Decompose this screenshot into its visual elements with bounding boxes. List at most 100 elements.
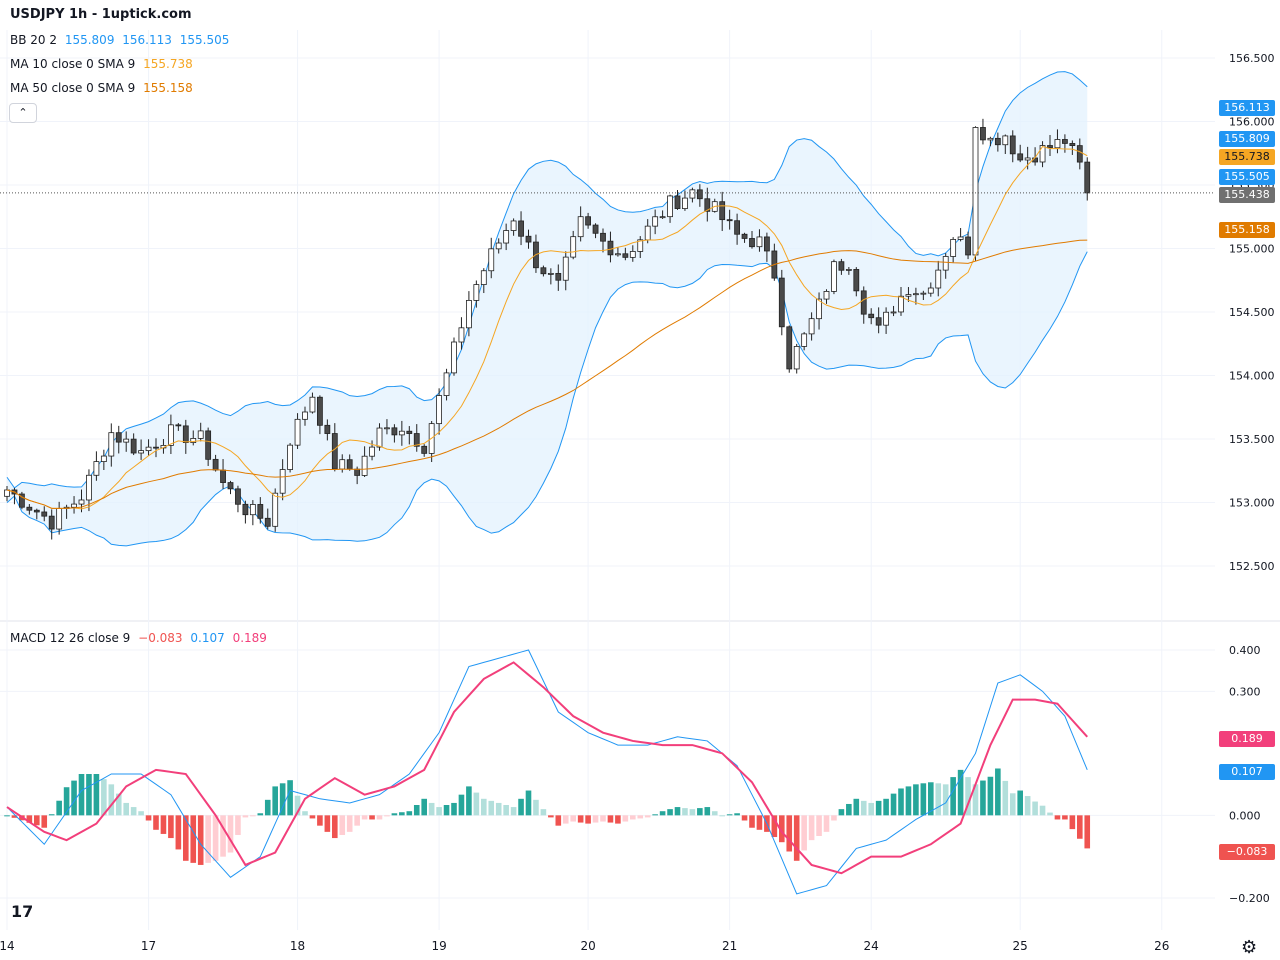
candle bbox=[898, 287, 904, 316]
macd-histogram-bar bbox=[101, 779, 107, 816]
macd-histogram-bar bbox=[250, 815, 256, 817]
candle bbox=[451, 337, 457, 376]
candle bbox=[182, 419, 189, 454]
candle bbox=[622, 247, 629, 261]
macd-histogram-bar bbox=[533, 799, 539, 816]
macd-histogram-bar bbox=[816, 815, 822, 836]
candle bbox=[518, 211, 524, 246]
candle bbox=[965, 231, 971, 260]
candle-body bbox=[130, 438, 137, 454]
macd-histogram-bar bbox=[227, 815, 234, 853]
candle-body bbox=[577, 216, 584, 238]
candle-body bbox=[853, 269, 860, 292]
macd-histogram-bar bbox=[93, 774, 100, 816]
candle-body bbox=[48, 515, 55, 530]
macd-histogram-bar bbox=[704, 807, 711, 816]
macd-histogram-bar bbox=[540, 809, 547, 816]
macd-histogram-bar bbox=[4, 815, 10, 817]
candle bbox=[838, 258, 845, 275]
ma50-badge: 155.158 bbox=[1219, 222, 1275, 238]
macd-histogram-bar bbox=[220, 815, 226, 857]
price-tick-label: 152.500 bbox=[1229, 560, 1275, 573]
candle bbox=[249, 500, 256, 526]
candle bbox=[942, 253, 949, 279]
ma10-badge: 155.738 bbox=[1219, 149, 1275, 165]
bb-legend[interactable]: BB 20 2 155.809 156.113 155.505 bbox=[10, 32, 233, 48]
candle bbox=[1009, 130, 1016, 163]
candle bbox=[778, 269, 785, 336]
macd-histogram-bar bbox=[689, 809, 696, 816]
candle-body bbox=[495, 242, 502, 250]
macd-histogram-bar bbox=[674, 807, 681, 816]
candle-body bbox=[808, 318, 815, 335]
candle-body bbox=[637, 239, 644, 252]
candle bbox=[1084, 157, 1091, 201]
candle bbox=[704, 187, 711, 222]
macd-histogram-bar bbox=[34, 815, 40, 826]
candle-body bbox=[987, 137, 994, 141]
last-price-badge: 155.438 bbox=[1219, 187, 1275, 203]
candle-body bbox=[138, 450, 145, 454]
macd-histogram-bar bbox=[898, 788, 904, 816]
candle bbox=[26, 504, 33, 515]
candle-body bbox=[696, 189, 703, 200]
candle-body bbox=[816, 298, 822, 320]
candle bbox=[406, 426, 413, 445]
candle bbox=[391, 424, 398, 443]
macd-histogram-bar bbox=[555, 815, 562, 826]
legend-collapse-button[interactable]: ⌃ bbox=[9, 103, 37, 123]
macd-histogram-bar bbox=[63, 787, 70, 816]
macd-histogram-bar bbox=[339, 815, 346, 835]
macd-histogram-bar bbox=[123, 802, 129, 816]
macd-histogram-bar bbox=[145, 815, 152, 821]
macd-histogram-bar bbox=[741, 815, 748, 821]
candle bbox=[592, 223, 599, 239]
macd-legend[interactable]: MACD 12 26 close 9 −0.083 0.107 0.189 bbox=[10, 630, 271, 646]
macd-histogram-bar bbox=[585, 815, 591, 824]
candle bbox=[443, 368, 450, 401]
ma50-legend[interactable]: MA 50 close 0 SMA 9 155.158 bbox=[10, 80, 197, 96]
macd-histogram-bar bbox=[1077, 815, 1083, 839]
macd-histogram-bar bbox=[473, 792, 480, 816]
candle-body bbox=[518, 220, 524, 237]
tradingview-logo[interactable]: 17 bbox=[11, 902, 33, 921]
candle bbox=[734, 213, 740, 245]
candle-body bbox=[659, 216, 666, 219]
gear-icon[interactable]: ⚙ bbox=[1241, 937, 1258, 958]
candle bbox=[913, 287, 919, 305]
macd-histogram-bar bbox=[302, 811, 308, 816]
macd-histogram-bar bbox=[734, 813, 740, 816]
macd-histogram-bar bbox=[1069, 815, 1076, 830]
candle-body bbox=[845, 269, 852, 271]
macd-histogram-bar bbox=[324, 815, 331, 832]
macd-histogram-bar bbox=[525, 790, 532, 816]
price-tick-label: 154.000 bbox=[1229, 370, 1275, 383]
ma10-legend[interactable]: MA 10 close 0 SMA 9 155.738 bbox=[10, 56, 197, 72]
macd-histogram-bar bbox=[1062, 815, 1068, 820]
candle-body bbox=[719, 201, 726, 221]
candle-body bbox=[115, 432, 122, 443]
candle bbox=[607, 231, 614, 263]
candle-body bbox=[898, 295, 904, 313]
candle bbox=[994, 132, 1001, 152]
candle-body bbox=[778, 277, 785, 328]
candle bbox=[823, 289, 830, 304]
candle bbox=[674, 190, 681, 210]
candle-body bbox=[667, 195, 673, 218]
candle bbox=[629, 245, 636, 262]
candle-body bbox=[406, 430, 413, 434]
candle-body bbox=[1069, 143, 1076, 146]
candle bbox=[33, 508, 40, 520]
candle-body bbox=[838, 261, 845, 271]
macd-histogram-bar bbox=[875, 800, 882, 816]
candle bbox=[503, 223, 510, 251]
candle bbox=[957, 228, 964, 242]
candle-body bbox=[756, 236, 763, 248]
candle bbox=[682, 190, 688, 211]
candles bbox=[4, 118, 1091, 540]
macd-histogram-bar bbox=[905, 786, 912, 816]
candle-body bbox=[972, 127, 979, 256]
candle-body bbox=[980, 127, 986, 141]
